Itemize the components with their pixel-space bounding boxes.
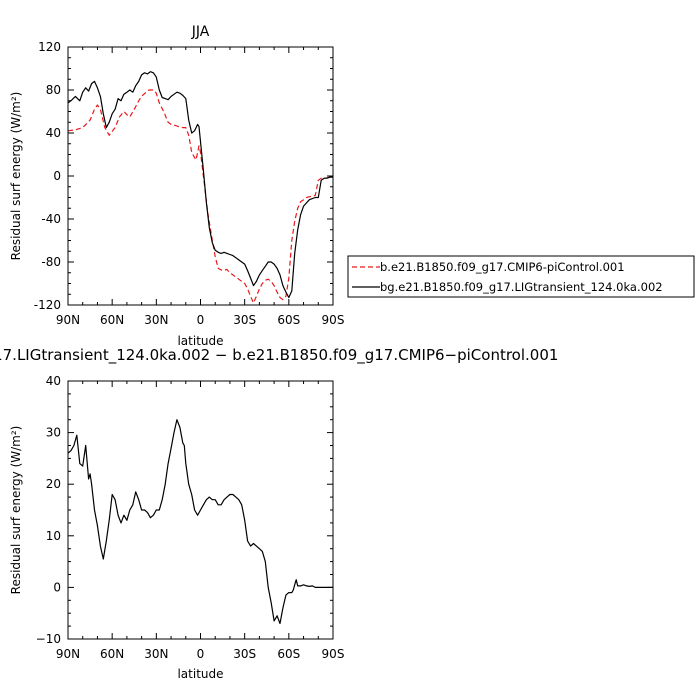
top-panel: JJA Residual surf energy (W/m²) latitude…	[9, 24, 344, 348]
bottom-x-axis-label: latitude	[177, 667, 223, 681]
legend-entry-ligtransient: bg.e21.B1850.f09_g17.LIGtransient_124.0k…	[380, 280, 663, 294]
top-x-axis-label: latitude	[177, 334, 223, 348]
bot-y-tick-label: 40	[46, 374, 61, 388]
bot-x-tick-label: 90N	[56, 647, 80, 661]
bot-y-tick-label: 20	[46, 477, 61, 491]
bot-y-tick-label: −10	[36, 632, 61, 646]
top-x-tick-label: 90N	[56, 313, 80, 327]
bottom-plot-frame	[67, 380, 334, 640]
top-y-tick-label: 80	[46, 83, 61, 97]
top-y-tick-label: 0	[53, 169, 61, 183]
top-series-lines	[67, 71, 333, 304]
legend-entry-control: b.e21.B1850.f09_g17.CMIP6-piControl.001	[380, 260, 625, 274]
top-x-tick-label: 90S	[322, 313, 345, 327]
legend-box	[347, 255, 695, 298]
top-y-tick-label: 40	[46, 126, 61, 140]
bot-series-line-0	[67, 419, 333, 625]
top-x-tick-label: 60S	[277, 313, 300, 327]
top-y-tick-label: -80	[41, 255, 61, 269]
top-y-axis-label: Residual surf energy (W/m²)	[9, 92, 23, 261]
top-plot-frame	[67, 46, 334, 306]
bottom-chart-title: bg.e21.B1850.f09_g17.LIGtransient_124.0k…	[0, 346, 558, 365]
top-y-tick-label: 120	[38, 40, 61, 54]
bot-x-tick-label: 30S	[233, 647, 256, 661]
bottom-axis-ticks: 90N 60N 30N 0 30S 60S 90S −10 0 10 20 30 40	[36, 374, 345, 661]
legend: b.e21.B1850.f09_g17.CMIP6-piControl.001 …	[347, 255, 695, 298]
top-x-tick-label: 30S	[233, 313, 256, 327]
bot-x-tick-label: 90S	[322, 647, 345, 661]
top-series-line-1	[67, 71, 333, 299]
bot-y-tick-label: 0	[53, 580, 61, 594]
top-chart-title: JJA	[191, 24, 210, 40]
bot-x-tick-label: 60S	[277, 647, 300, 661]
bot-x-tick-label: 30N	[144, 647, 168, 661]
top-x-tick-label: 60N	[100, 313, 124, 327]
top-x-tick-label: 0	[197, 313, 205, 327]
bot-y-tick-label: 10	[46, 529, 61, 543]
bottom-panel: bg.e21.B1850.f09_g17.LIGtransient_124.0k…	[0, 346, 558, 681]
top-y-tick-label: -120	[34, 298, 61, 312]
bottom-series-lines	[67, 419, 333, 625]
top-x-tick-label: 30N	[144, 313, 168, 327]
bot-x-tick-label: 60N	[100, 647, 124, 661]
bot-y-tick-label: 30	[46, 426, 61, 440]
bot-x-tick-label: 0	[197, 647, 205, 661]
top-axis-ticks: 90N 60N 30N 0 30S 60S 90S -120 -80 -40 0 40 80 120	[34, 40, 345, 327]
top-y-tick-label: -40	[41, 212, 61, 226]
bottom-y-axis-label: Residual surf energy (W/m²)	[9, 426, 23, 595]
